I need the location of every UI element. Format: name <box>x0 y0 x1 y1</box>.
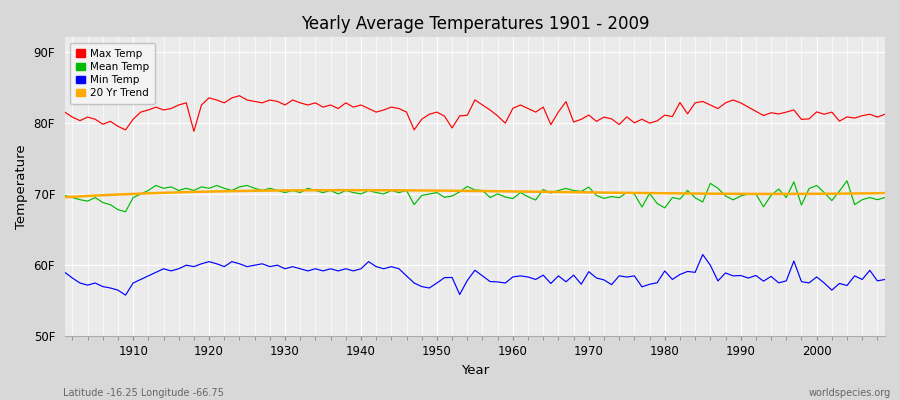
Text: Latitude -16.25 Longitude -66.75: Latitude -16.25 Longitude -66.75 <box>63 388 224 398</box>
Title: Yearly Average Temperatures 1901 - 2009: Yearly Average Temperatures 1901 - 2009 <box>301 15 649 33</box>
X-axis label: Year: Year <box>461 364 489 377</box>
Legend: Max Temp, Mean Temp, Min Temp, 20 Yr Trend: Max Temp, Mean Temp, Min Temp, 20 Yr Tre… <box>70 42 155 104</box>
Text: worldspecies.org: worldspecies.org <box>809 388 891 398</box>
Y-axis label: Temperature: Temperature <box>15 144 28 229</box>
